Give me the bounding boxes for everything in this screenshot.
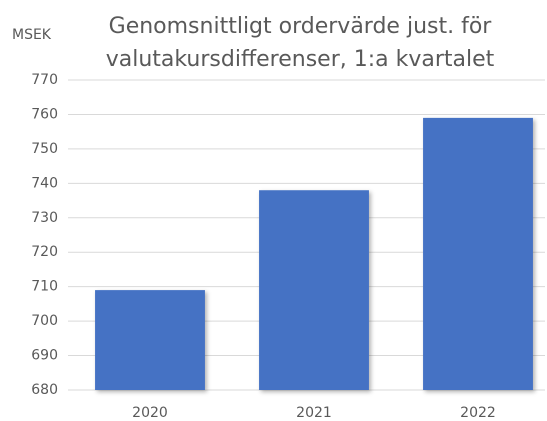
x-tick-label: 2022 [460,405,496,421]
y-tick-label: 700 [31,313,58,329]
y-tick-label: 740 [31,175,58,191]
x-tick-label: 2021 [296,405,332,421]
bar [259,190,369,390]
y-tick-label: 710 [31,279,58,295]
bar [95,290,205,390]
y-tick-label: 730 [31,210,58,226]
chart-title: Genomsnittligt ordervärde just. för [109,14,493,39]
y-tick-label: 760 [31,106,58,122]
y-tick-label: 770 [31,72,58,88]
y-tick-label: 680 [31,382,58,398]
y-tick-label: 690 [31,348,58,364]
y-tick-label: 720 [31,244,58,260]
chart-title: valutakursdifferenser, 1:a kvartalet [106,47,495,72]
x-tick-label: 2020 [132,405,168,421]
y-axis-label: MSEK [12,27,52,43]
bar [423,117,533,390]
y-tick-label: 750 [31,141,58,157]
